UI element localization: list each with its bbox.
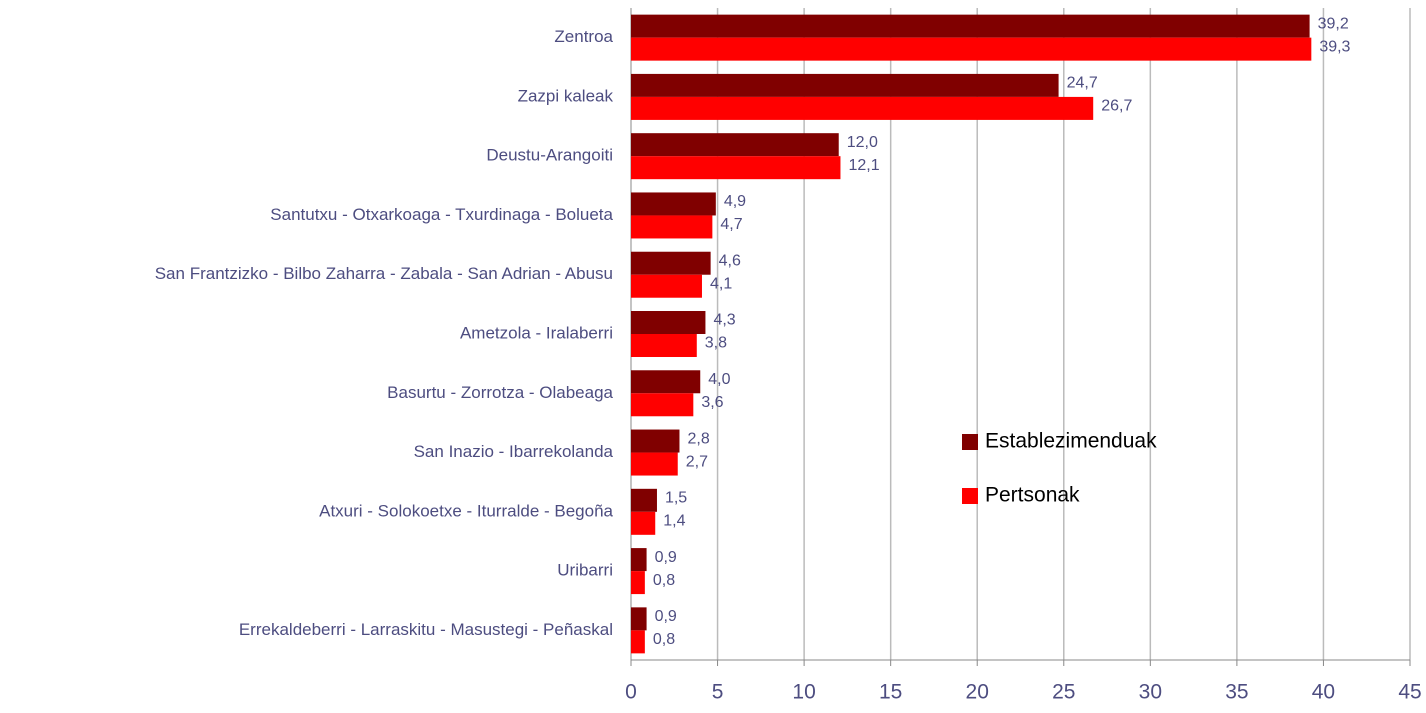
bar (631, 156, 841, 180)
x-tick-label: 45 (1398, 681, 1421, 704)
value-label: 12,1 (848, 157, 879, 174)
bar (631, 548, 647, 572)
bar (631, 393, 694, 417)
legend-label: Establezimenduak (985, 430, 1157, 453)
value-label: 39,3 (1319, 38, 1350, 55)
value-label: 3,8 (705, 335, 727, 352)
value-label: 0,8 (653, 572, 675, 589)
value-label: 3,6 (701, 394, 723, 411)
legend-swatch (962, 488, 978, 504)
value-label: 0,9 (655, 549, 677, 566)
x-tick-label: 20 (966, 681, 989, 704)
value-label: 4,7 (720, 216, 742, 233)
category-label: Deustu-Arangoiti (486, 146, 613, 165)
x-tick-label: 25 (1052, 681, 1075, 704)
value-label: 1,4 (663, 513, 685, 530)
bar (631, 571, 645, 595)
value-label: 1,5 (665, 490, 687, 507)
bar (631, 452, 678, 476)
value-label: 12,0 (847, 134, 878, 151)
value-label: 2,7 (686, 453, 708, 470)
value-label: 4,1 (710, 275, 732, 292)
value-label: 0,9 (655, 608, 677, 625)
bar (631, 215, 713, 239)
x-tick-label: 0 (625, 681, 637, 704)
value-label: 0,8 (653, 631, 675, 648)
x-tick-label: 35 (1225, 681, 1248, 704)
category-label: Errekaldeberri - Larraskitu - Masustegi … (239, 620, 613, 639)
x-tick-label: 5 (712, 681, 724, 704)
value-label: 39,2 (1318, 15, 1349, 32)
legend-swatch (962, 434, 978, 450)
category-label: San Frantzizko - Bilbo Zaharra - Zabala … (155, 264, 613, 283)
bar (631, 311, 706, 334)
x-tick-label: 40 (1312, 681, 1335, 704)
bar (631, 96, 1094, 120)
value-label: 26,7 (1101, 98, 1132, 115)
category-label: Zentroa (554, 27, 613, 46)
bar (631, 607, 647, 631)
category-label: Uribarri (557, 561, 613, 580)
category-label: Santutxu - Otxarkoaga - Txurdinaga - Bol… (270, 205, 613, 224)
value-label: 24,7 (1067, 75, 1098, 92)
x-tick-label: 30 (1139, 681, 1162, 704)
category-label: Basurtu - Zorrotza - Olabeaga (387, 383, 613, 402)
bar (631, 274, 702, 298)
value-label: 4,6 (719, 252, 741, 269)
bar (631, 488, 657, 512)
bar (631, 630, 645, 654)
value-label: 4,3 (713, 312, 735, 329)
category-label: Ametzola - Iralaberri (460, 323, 613, 342)
bar (631, 429, 680, 453)
bar (631, 14, 1310, 38)
value-label: 2,8 (687, 430, 709, 447)
value-label: 4,0 (708, 371, 730, 388)
x-tick-label: 15 (879, 681, 902, 704)
bar (631, 37, 1312, 61)
bar (631, 192, 716, 216)
category-label: Atxuri - Solokoetxe - Iturralde - Begoña (319, 501, 613, 520)
category-label: San Inazio - Ibarrekolanda (414, 442, 614, 461)
bar (631, 251, 711, 275)
bar (631, 73, 1059, 97)
bar (631, 370, 701, 394)
value-label: 4,9 (724, 193, 746, 210)
bar (631, 334, 697, 357)
category-label: Zazpi kaleak (518, 86, 614, 105)
legend-label: Pertsonak (985, 484, 1080, 507)
x-tick-label: 10 (792, 681, 815, 704)
bar (631, 133, 839, 157)
bar (631, 511, 656, 535)
